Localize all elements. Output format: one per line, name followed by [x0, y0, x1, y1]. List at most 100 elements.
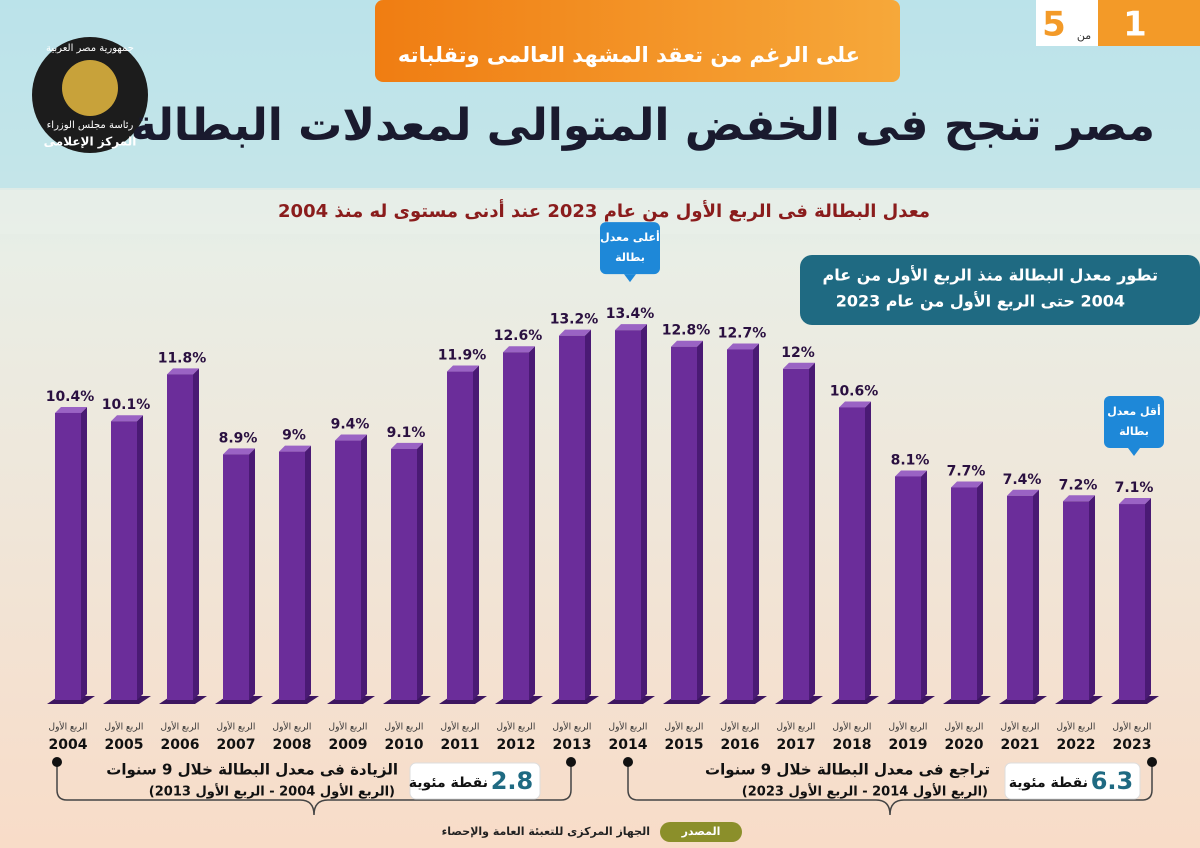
- page-box-current: [1098, 0, 1200, 46]
- summary-title: الزيادة فى معدل البطالة خلال 9 سنوات: [106, 761, 398, 779]
- value-label: 8.1%: [891, 452, 930, 468]
- callout: [600, 222, 660, 275]
- bracket-dot: [1147, 757, 1157, 767]
- bar-top: [447, 365, 479, 372]
- x-tick-label: 2014: [609, 737, 648, 753]
- bar-side: [1089, 495, 1095, 700]
- bar-side: [977, 481, 983, 700]
- x-tick-label: 2021: [1001, 737, 1040, 753]
- bar: [839, 407, 865, 700]
- bar: [279, 451, 305, 700]
- x-tick-label: 2005: [105, 737, 144, 753]
- bar-top: [279, 445, 311, 452]
- bar-top: [1063, 495, 1095, 502]
- bar-top: [783, 362, 815, 369]
- page-box: [1036, 0, 1098, 46]
- bar-side: [697, 340, 703, 700]
- tagline-box: [375, 0, 900, 82]
- chart-title-box: [800, 255, 1200, 325]
- x-tick-prefix: الربع الأول: [889, 721, 928, 733]
- bar-side: [137, 415, 143, 700]
- bar-side: [417, 442, 423, 700]
- x-tick-label: 2006: [161, 737, 200, 753]
- bar: [895, 476, 921, 700]
- x-tick-label: 2009: [329, 737, 368, 753]
- bar-top: [391, 442, 423, 449]
- x-tick-prefix: الربع الأول: [441, 721, 480, 733]
- source-text: الجهاز المركزى للتعبئة العامة والإحصاء: [442, 825, 650, 838]
- bar-side: [641, 324, 647, 700]
- callout: [1104, 396, 1164, 449]
- x-tick-prefix: الربع الأول: [665, 721, 704, 733]
- summary-unit: نقطة مئوية: [409, 775, 488, 791]
- value-label: 12%: [781, 345, 815, 361]
- logo-text: جمهورية مصر العربية: [46, 43, 134, 54]
- value-label: 7.4%: [1003, 472, 1042, 488]
- bar-side: [585, 329, 591, 700]
- callout-text: بطالة: [615, 251, 645, 264]
- bar-side: [529, 346, 535, 700]
- bar-side: [361, 434, 367, 700]
- x-tick-prefix: الربع الأول: [1113, 721, 1152, 733]
- value-label: 10.4%: [46, 389, 95, 405]
- chart-title: تطور معدل البطالة منذ الربع الأول من عام: [823, 266, 1158, 285]
- subtitle-band: [0, 190, 1200, 234]
- bar-side: [809, 362, 815, 700]
- bar: [447, 371, 473, 700]
- bar-top: [727, 343, 759, 350]
- bar: [1063, 501, 1089, 700]
- bar: [335, 440, 361, 700]
- value-label: 9.4%: [331, 417, 370, 433]
- title: مصر تنجح فى الخفض المتوالى لمعدلات البطا…: [131, 100, 1155, 151]
- x-tick-label: 2016: [721, 737, 760, 753]
- x-tick-label: 2020: [945, 737, 984, 753]
- summary-badge: [1004, 762, 1141, 800]
- tagline: على الرغم من تعقد المشهد العالمى وتقلبات…: [398, 43, 860, 67]
- value-label: 11.9%: [438, 348, 487, 364]
- source-label: المصدر: [681, 825, 721, 838]
- page-of: من: [1077, 29, 1091, 42]
- bar: [559, 335, 585, 700]
- value-label: 8.9%: [219, 430, 258, 446]
- bar-top: [559, 329, 591, 336]
- x-tick-label: 2004: [49, 737, 88, 753]
- value-label: 11.8%: [158, 350, 207, 366]
- bar-side: [921, 470, 927, 700]
- bar-side: [81, 406, 87, 700]
- bar-chart: 10.4% الربع الأول 2004 10.1% الربع الأول 2005…: [46, 222, 1164, 753]
- x-tick-label: 2008: [273, 737, 312, 753]
- bar: [615, 330, 641, 700]
- value-label: 10.1%: [102, 397, 151, 413]
- summary-period: (الربع الأول 2004 - الربع الأول 2013): [149, 783, 395, 800]
- bar-side: [473, 365, 479, 700]
- x-tick-label: 2011: [441, 737, 480, 753]
- bracket-dot: [52, 757, 62, 767]
- bar: [671, 346, 697, 700]
- x-tick-prefix: الربع الأول: [273, 721, 312, 733]
- x-tick-prefix: الربع الأول: [1057, 721, 1096, 733]
- page-total: 5: [1042, 5, 1066, 45]
- x-tick-prefix: الربع الأول: [833, 721, 872, 733]
- summary-badge: [409, 762, 541, 800]
- x-tick-label: 2023: [1113, 737, 1152, 753]
- x-tick-prefix: الربع الأول: [329, 721, 368, 733]
- x-tick-label: 2018: [833, 737, 872, 753]
- bar-top: [1119, 498, 1151, 505]
- summary-period: (الربع الأول 2014 - الربع الأول 2023): [742, 783, 988, 800]
- value-label: 13.4%: [606, 306, 655, 322]
- summary-value: 6.3: [1091, 767, 1134, 795]
- logo-emblem: [62, 60, 118, 116]
- bar-top: [223, 448, 255, 455]
- value-label: 7.1%: [1115, 480, 1154, 496]
- x-tick-prefix: الربع الأول: [217, 721, 256, 733]
- x-tick-prefix: الربع الأول: [777, 721, 816, 733]
- bar-side: [753, 343, 759, 700]
- x-tick-prefix: الربع الأول: [1001, 721, 1040, 733]
- page-current: 1: [1123, 5, 1147, 45]
- x-tick-label: 2012: [497, 737, 536, 753]
- summary-value: 2.8: [491, 767, 534, 795]
- bracket-dot: [623, 757, 633, 767]
- value-label: 9%: [282, 428, 306, 444]
- x-tick-prefix: الربع الأول: [385, 721, 424, 733]
